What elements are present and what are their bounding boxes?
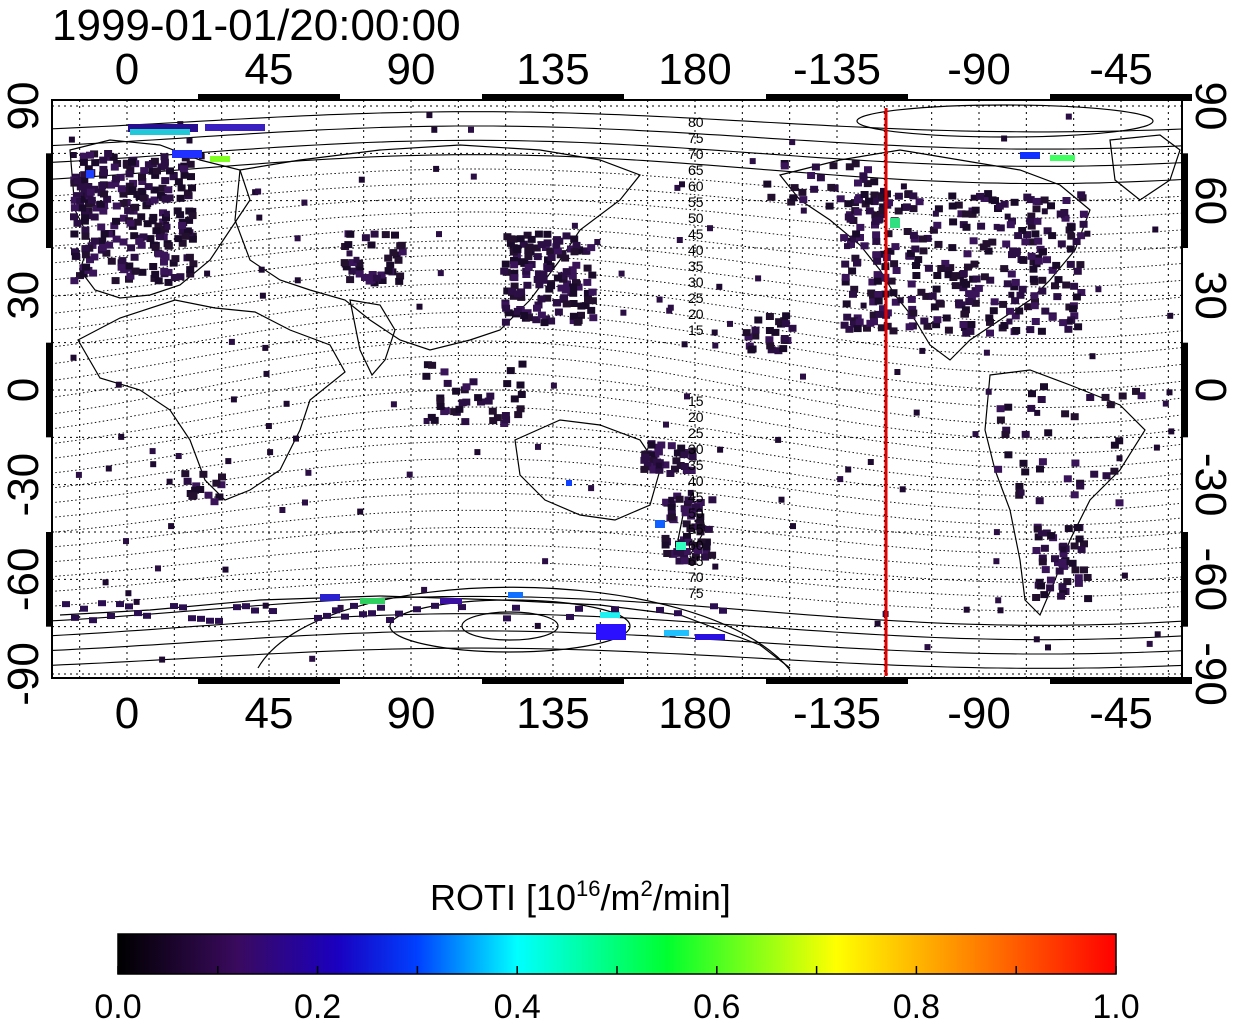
bottom-lon-labels: 0 45 90 135 180 -135 -90 -45	[115, 689, 1153, 738]
lat-tick-label-right: -30	[1186, 453, 1235, 517]
lat-tick-label-left: -60	[0, 548, 48, 612]
lon-tick-label-top: 45	[245, 45, 294, 94]
maglat-label-s: 45	[688, 489, 704, 505]
lon-tick-label-top: 0	[115, 45, 139, 94]
lat-tick-label-left: -90	[0, 642, 48, 706]
lon-tick-label-top: -135	[793, 45, 881, 94]
colorbar-tickmarks	[117, 966, 1117, 974]
lat-bar-right	[1181, 532, 1188, 627]
lat-tick-label-right: 90	[1186, 82, 1235, 131]
maglat-labels: 8075706560555045403530252015152025303540…	[688, 114, 704, 601]
colorbar-tick-label: 0.0	[94, 988, 141, 1024]
lon-tick-label-top: 90	[387, 45, 436, 94]
maglat-label-s: 70	[688, 569, 704, 585]
lon-tick-label-bottom: -135	[793, 689, 881, 738]
lat-tick-label-left: 30	[0, 271, 48, 320]
maglat-label-n: 25	[688, 290, 704, 306]
colorbar-tick-label: 1.0	[1092, 988, 1139, 1024]
top-lon-labels: 0 45 90 135 180 -135 -90 -45	[115, 45, 1153, 94]
coastline-india	[349, 299, 396, 377]
lat-tick-label-left: 60	[0, 176, 48, 225]
lon-bar-bottom	[482, 677, 624, 684]
lon-bar-top	[1050, 94, 1192, 101]
maglat-label-n: 65	[688, 162, 704, 178]
maglat-label-n: 75	[688, 130, 704, 146]
lon-bar-bottom	[1050, 677, 1192, 684]
maglat-label-n: 40	[688, 242, 704, 258]
colorbar-tick-label: 0.4	[494, 988, 541, 1024]
maglat-label-s: 25	[688, 425, 704, 441]
maglat-label-n: 80	[688, 114, 704, 130]
roti-data-cells	[62, 112, 1175, 663]
lon-tick-label-top: 135	[516, 45, 589, 94]
coastline-antarctica	[59, 595, 791, 669]
maglat-label-n: 20	[688, 306, 704, 322]
plot-title: 1999-01-01/20:00:00	[52, 1, 461, 50]
maglat-label-n: 30	[688, 274, 704, 290]
colorbar-tick-labels: 0.0 0.2 0.4 0.6 0.8 1.0	[94, 988, 1139, 1024]
maglat-label-s: 55	[688, 521, 704, 537]
maglat-label-n: 45	[688, 226, 704, 242]
colorbar-tick-label: 0.2	[294, 988, 341, 1024]
lon-bar-top	[198, 94, 340, 101]
lat-tick-label-left: 0	[0, 378, 48, 402]
lat-tick-label-left: -30	[0, 453, 48, 517]
maglat-label-n: 60	[688, 178, 704, 194]
lon-tick-label-bottom: 180	[658, 689, 731, 738]
maglat-label-s: 15	[688, 393, 704, 409]
lon-bar-bottom	[198, 677, 340, 684]
lat-bar-left	[46, 532, 53, 627]
coastline-australia	[514, 419, 661, 521]
lon-tick-label-bottom: 135	[516, 689, 589, 738]
lon-tick-label-bottom: 90	[387, 689, 436, 738]
lon-bar-top	[766, 94, 908, 101]
coastline-greenland	[1109, 134, 1181, 201]
lat-bar-left	[46, 153, 53, 248]
lat-bar-left	[46, 342, 53, 438]
lat-tick-label-right: -60	[1186, 548, 1235, 612]
maglat-label-n: 55	[688, 194, 704, 210]
right-lat-labels: 90 60 30 0 -30 -60 -90	[1186, 82, 1235, 706]
maglat-label-s: 40	[688, 473, 704, 489]
maglat-label-n: 50	[688, 210, 704, 226]
lon-tick-label-top: 180	[658, 45, 731, 94]
maglat-label-s: 75	[688, 585, 704, 601]
coastline-n-america	[778, 149, 1091, 361]
coastline-africa	[77, 299, 346, 501]
maglat-label-s: 35	[688, 457, 704, 473]
maglat-label-s: 20	[688, 409, 704, 425]
lat-tick-label-right: 0	[1186, 378, 1235, 402]
maglat-label-s: 60	[688, 537, 704, 553]
lat-bar-right	[1181, 342, 1188, 438]
colorbar-label: ROTI [1016/m2/min]	[430, 876, 731, 918]
lat-bar-right	[1181, 153, 1188, 248]
maglat-label-n: 70	[688, 146, 704, 162]
maglat-label-n: 15	[688, 322, 704, 338]
left-lat-labels: 90 60 30 0 -30 -60 -90	[0, 82, 48, 706]
lon-tick-label-bottom: 45	[245, 689, 294, 738]
lat-tick-label-right: -90	[1186, 642, 1235, 706]
colorbar-tick-label: 0.6	[693, 988, 740, 1024]
lon-tick-label-bottom: -45	[1089, 689, 1153, 738]
maglat-label-s: 50	[688, 505, 704, 521]
axis-ticks	[46, 94, 1192, 684]
lat-tick-label-left: 90	[0, 82, 48, 131]
lat-tick-label-right: 30	[1186, 271, 1235, 320]
lon-tick-label-top: -90	[947, 45, 1011, 94]
maglat-label-n: 35	[688, 258, 704, 274]
lon-bar-top	[482, 94, 624, 101]
lat-tick-label-right: 60	[1186, 176, 1235, 225]
maglat-label-s: 65	[688, 553, 704, 569]
lon-tick-label-bottom: -90	[947, 689, 1011, 738]
lon-tick-label-bottom: 0	[115, 689, 139, 738]
lon-bar-bottom	[766, 677, 908, 684]
maglat-label-s: 30	[688, 441, 704, 457]
colorbar-tick-label: 0.8	[893, 988, 940, 1024]
lon-tick-label-top: -45	[1089, 45, 1153, 94]
